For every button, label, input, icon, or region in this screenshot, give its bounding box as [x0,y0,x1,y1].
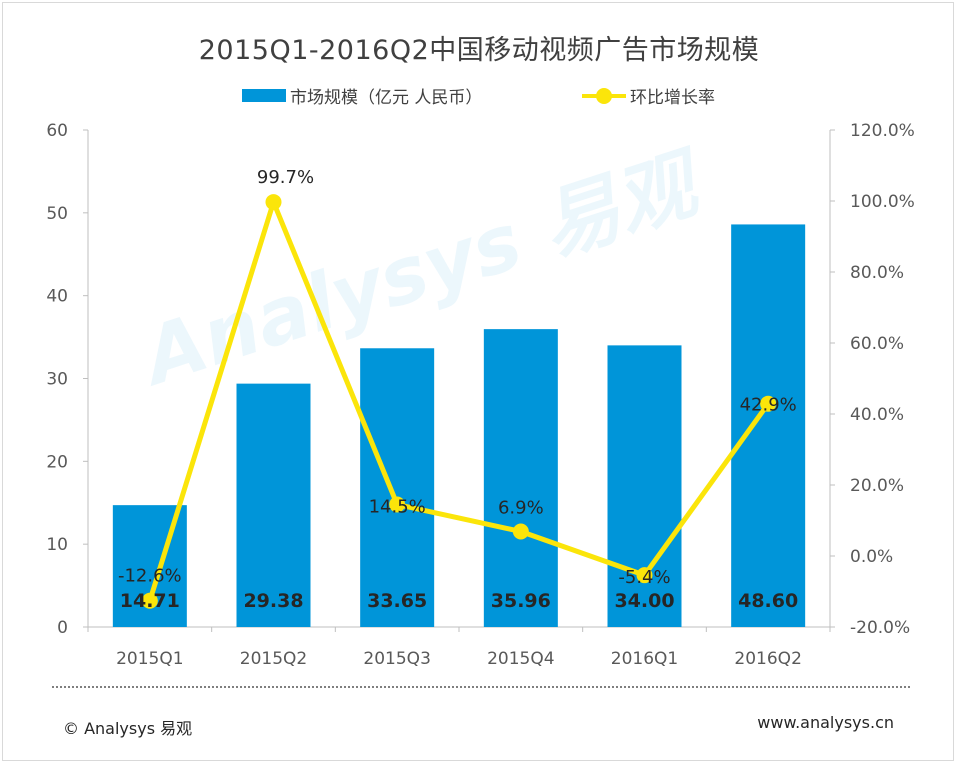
line-data-label: 6.9% [498,498,544,519]
legend-label-market-size: 市场规模（亿元 人民币） [290,88,483,108]
growth-rate-line [147,199,771,602]
y-right-tick-label: 20.0% [850,476,904,496]
x-tick-label: 2015Q2 [240,649,307,669]
line-point [760,395,777,412]
footer-separator [52,686,910,688]
legend-item-market-size: 市场规模（亿元 人民币） [242,83,482,108]
line-data-label: 99.7% [257,167,314,188]
x-tick-label: 2015Q1 [116,649,183,669]
legend-label-growth-rate: 环比增长率 [630,88,715,108]
bar [236,383,311,627]
line-point [512,523,529,540]
line-data-label: 42.9% [740,395,797,416]
bar-data-label: 35.96 [491,590,551,612]
chart-title: 2015Q1-2016Q2中国移动视频广告市场规模 [198,35,760,66]
y-right-tick-label: -20.0% [850,618,910,638]
bar [731,224,806,627]
y-right-tick-label: 0.0% [850,547,893,567]
x-tick-label: 2016Q2 [734,649,801,669]
y-right-tick-label: 80.0% [850,263,904,283]
y-left-tick-label: 50 [46,204,68,224]
line-point [141,592,158,609]
bar [360,348,435,627]
y-left-tick-label: 30 [46,370,68,390]
line-point [265,194,282,211]
y-right-tick-label: 100.0% [850,192,915,212]
bar-data-label: 29.38 [243,590,303,612]
bar-data-label: 34.00 [614,590,674,612]
line-point [636,567,653,584]
x-tick-label: 2015Q4 [487,649,554,669]
footer-copyright: © Analysys 易观 [63,719,193,738]
footer-url[interactable]: www.analysys.cn [757,713,894,732]
x-tick-label: 2016Q1 [611,649,678,669]
line-data-label: 14.5% [369,497,426,518]
chart-legend: 市场规模（亿元 人民币） 环比增长率 [0,83,958,108]
chart-plot: 0 10 20 30 40 50 60 -20.0% 0.0% 20.0% 40.0% 60.0% 80… [46,121,915,669]
legend-swatch-line [582,86,626,106]
line-data-label: -5.4% [618,567,670,588]
bar-data-label: 48.60 [738,590,798,612]
legend-item-growth-rate: 环比增长率 [582,83,715,108]
y-right-tick-label: 60.0% [850,334,904,354]
x-tick-label: 2015Q3 [363,649,430,669]
line-data-label: -12.6% [118,566,182,587]
bar-data-label: 14.71 [120,590,180,612]
bar [483,329,558,627]
y-left-tick-label: 40 [46,287,68,307]
y-right-tick-label: 120.0% [850,121,915,141]
y-left-tick-label: 0 [57,618,68,638]
y-left-tick-label: 10 [46,535,68,555]
line-point [389,496,406,513]
bar-data-label: 33.65 [367,590,427,612]
legend-swatch-bar [242,89,286,102]
y-left-tick-label: 60 [46,121,68,141]
y-left-tick-label: 20 [46,452,68,472]
y-right-tick-label: 40.0% [850,405,904,425]
